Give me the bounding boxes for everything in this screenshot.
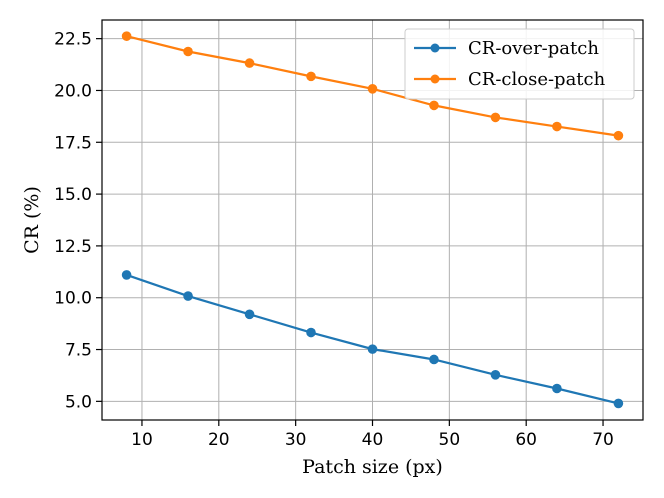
data-point-cr-over-patch [183, 291, 193, 301]
data-point-cr-over-patch [367, 344, 378, 354]
y-tick-label: 12.5 [54, 237, 92, 257]
y-tick-label: 22.5 [54, 30, 92, 50]
legend-marker-cr-close-patch [430, 74, 440, 84]
y-tick-label: 7.5 [65, 341, 92, 361]
data-point-cr-close-patch [490, 112, 501, 123]
x-tick-label: 70 [592, 430, 614, 450]
legend-label-cr-close-patch: CR-close-patch [468, 69, 606, 90]
x-tick-label: 20 [208, 430, 230, 450]
y-tick-label: 5.0 [65, 392, 92, 412]
y-tick-label: 20.0 [54, 81, 92, 101]
data-point-cr-close-patch [183, 46, 193, 57]
data-point-cr-close-patch [367, 84, 378, 94]
data-point-cr-over-patch [552, 383, 562, 394]
legend-marker-cr-over-patch [430, 43, 440, 53]
x-tick-label: 10 [131, 430, 153, 450]
data-point-cr-close-patch [244, 58, 255, 68]
data-point-cr-close-patch [613, 130, 624, 141]
legend: CR-over-patch CR-close-patch [404, 28, 635, 100]
data-point-cr-over-patch [244, 309, 255, 320]
data-point-cr-close-patch [552, 121, 562, 132]
x-tick-label: 30 [285, 430, 307, 450]
x-axis-title: Patch size (px) [302, 456, 443, 478]
data-point-cr-over-patch [306, 327, 316, 338]
data-point-cr-close-patch [306, 71, 316, 82]
data-point-cr-over-patch [490, 370, 501, 380]
x-tick-label: 50 [439, 430, 461, 450]
legend-label-cr-over-patch: CR-over-patch [468, 38, 599, 59]
data-point-cr-over-patch [121, 270, 132, 280]
series-layer [121, 31, 624, 409]
axis-ticks: 10 20 30 40 50 60 70 5.0 7.5 10.0 12.5 15.0 17.5 20.0… [54, 30, 614, 450]
y-tick-label: 17.5 [54, 133, 92, 153]
y-axis-title: CR (%) [21, 186, 43, 254]
x-tick-label: 40 [362, 430, 384, 450]
y-tick-label: 15.0 [54, 185, 92, 205]
legend-box [404, 28, 635, 100]
data-point-cr-close-patch [429, 100, 439, 111]
data-point-cr-close-patch [121, 31, 132, 41]
data-point-cr-over-patch [429, 354, 439, 365]
x-tick-label: 60 [515, 430, 537, 450]
y-tick-label: 10.0 [54, 289, 92, 309]
data-point-cr-over-patch [613, 398, 624, 409]
